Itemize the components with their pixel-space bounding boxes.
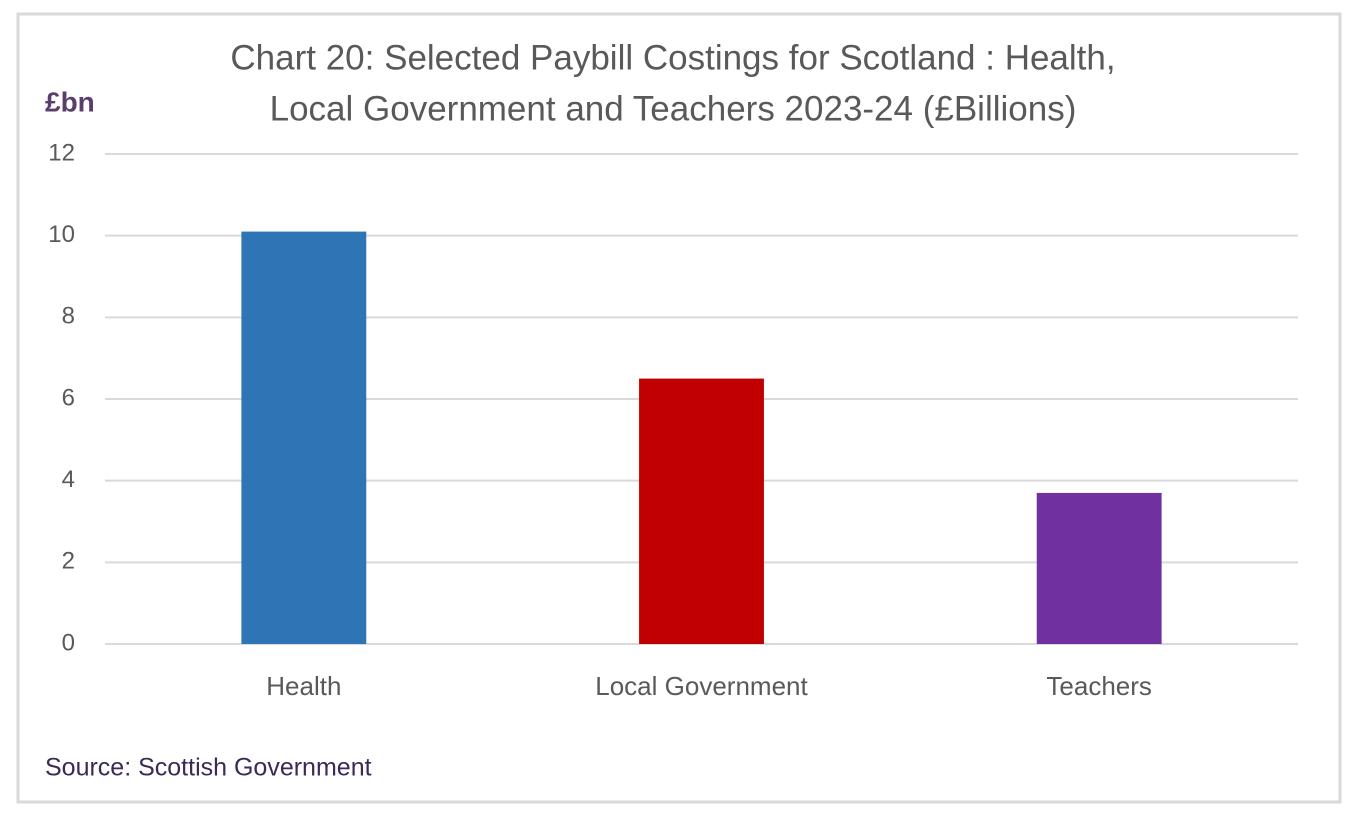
bar xyxy=(241,231,367,645)
bar xyxy=(1036,492,1162,644)
y-axis-label: £bn xyxy=(45,86,95,117)
chart-title: Local Government and Teachers 2023-24 (£… xyxy=(270,89,1077,128)
y-tick-label: 4 xyxy=(62,466,75,493)
bar xyxy=(639,378,764,644)
y-tick-label: 8 xyxy=(62,303,75,330)
chart-title: Chart 20: Selected Paybill Costings for … xyxy=(230,38,1115,77)
y-tick-label: 2 xyxy=(62,548,75,575)
x-tick-label: Local Government xyxy=(595,671,808,701)
y-tick-label: 12 xyxy=(48,139,75,166)
y-tick-label: 0 xyxy=(62,629,75,656)
x-tick-label: Teachers xyxy=(1046,671,1152,701)
x-tick-label: Health xyxy=(266,671,341,701)
y-tick-label: 6 xyxy=(62,384,75,411)
y-tick-label: 10 xyxy=(48,221,75,248)
source-note: Source: Scottish Government xyxy=(45,754,372,782)
